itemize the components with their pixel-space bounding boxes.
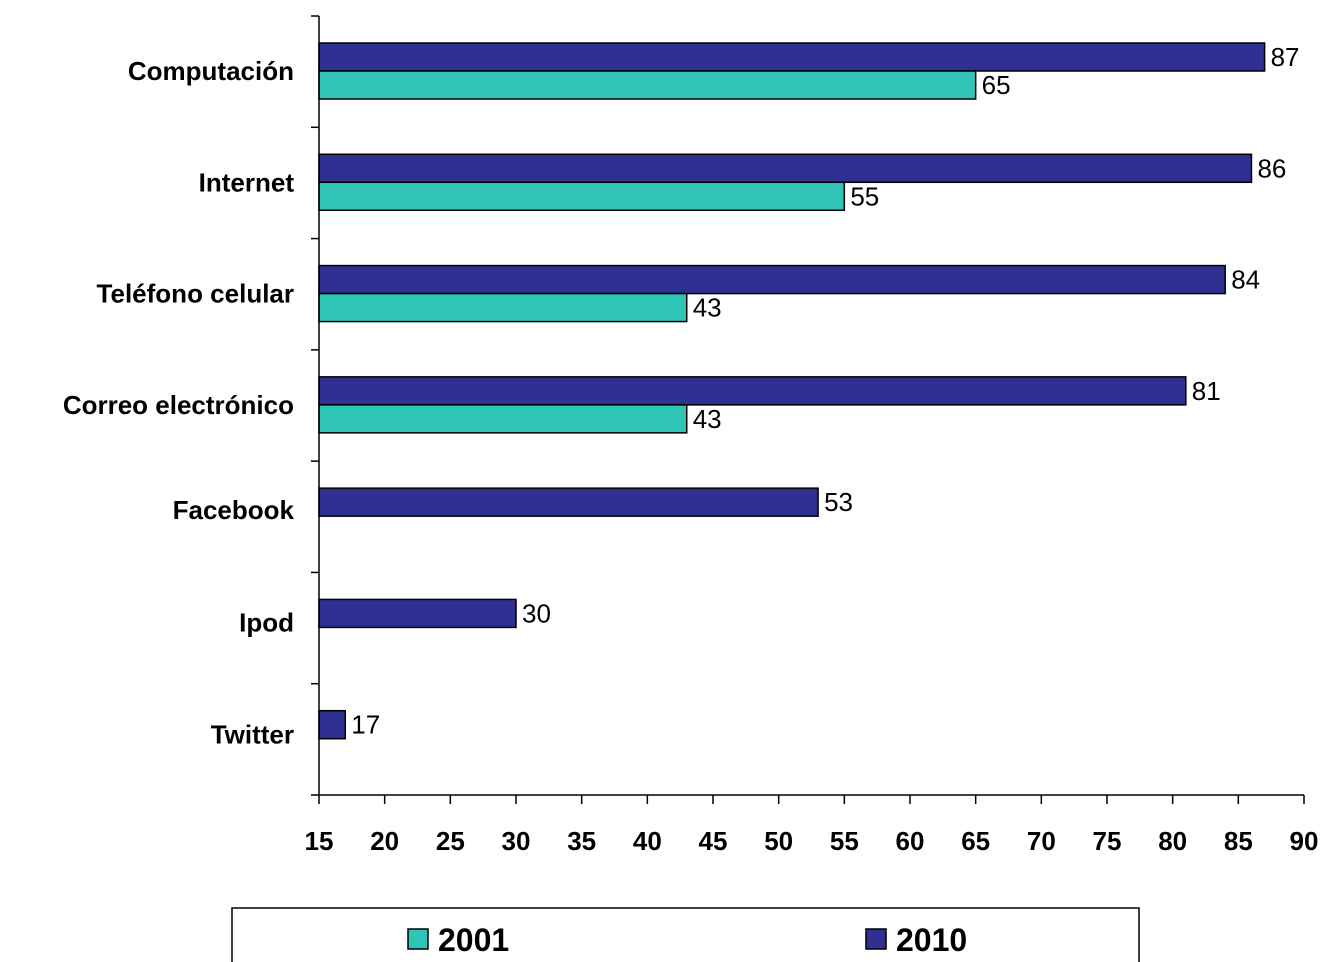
legend-label-2001: 2001 bbox=[438, 922, 509, 958]
bar-2010-twitter bbox=[318, 709, 347, 740]
category-label-ipod: Ipod bbox=[239, 607, 294, 637]
x-tick-label-85: 85 bbox=[1224, 826, 1253, 856]
bar-2010-internet bbox=[318, 153, 1253, 184]
category-label-internet: Internet bbox=[199, 167, 295, 197]
data-label-2010-facebook: 53 bbox=[824, 487, 853, 517]
bar-2001-correo-electronico bbox=[318, 404, 688, 434]
category-label-twitter: Twitter bbox=[211, 720, 294, 750]
x-tick-label-75: 75 bbox=[1093, 826, 1122, 856]
x-tick-label-90: 90 bbox=[1290, 826, 1319, 856]
x-tick-label-15: 15 bbox=[305, 826, 334, 856]
data-label-2001-computacion: 65 bbox=[982, 70, 1011, 100]
bar-2001-telefono-celular bbox=[318, 292, 688, 323]
category-labels-layer: Computación Internet Teléfono celular Corre… bbox=[63, 56, 295, 750]
x-tick-label-25: 25 bbox=[436, 826, 465, 856]
data-label-2010-twitter: 17 bbox=[351, 710, 380, 740]
x-tick-label-55: 55 bbox=[830, 826, 859, 856]
data-label-2001-telefono-celular: 43 bbox=[693, 293, 722, 323]
x-tick-label-40: 40 bbox=[633, 826, 662, 856]
bar-2010-computacion bbox=[318, 42, 1266, 72]
bar-2001-computacion bbox=[318, 70, 977, 100]
bar-2010-telefono-celular bbox=[318, 264, 1226, 295]
legend-box bbox=[231, 907, 1140, 962]
x-tick-label-30: 30 bbox=[502, 826, 531, 856]
axes-layer: 15 20 25 30 35 40 45 50 55 60 65 70 75 80 85 90 bbox=[305, 15, 1319, 856]
data-labels-layer: 87 65 86 55 84 43 81 43 53 30 17 bbox=[351, 42, 1299, 740]
x-tick-label-60: 60 bbox=[896, 826, 925, 856]
x-tick-label-80: 80 bbox=[1158, 826, 1187, 856]
legend-swatch-2001 bbox=[407, 928, 429, 950]
x-tick-label-65: 65 bbox=[961, 826, 990, 856]
legend-label-2010: 2010 bbox=[896, 922, 967, 958]
data-label-2010-ipod: 30 bbox=[522, 598, 551, 628]
category-label-computacion: Computación bbox=[128, 56, 294, 86]
category-label-telefono-celular: Teléfono celular bbox=[97, 279, 294, 309]
x-tick-label-70: 70 bbox=[1027, 826, 1056, 856]
x-tick-label-45: 45 bbox=[699, 826, 728, 856]
data-label-2010-computacion: 87 bbox=[1271, 42, 1300, 72]
category-label-correo-electronico: Correo electrónico bbox=[63, 390, 294, 420]
bars-layer bbox=[318, 42, 1266, 740]
bar-2010-ipod bbox=[318, 598, 517, 629]
legend: 2001 2010 bbox=[231, 907, 1140, 962]
x-tick-label-35: 35 bbox=[567, 826, 596, 856]
data-label-2001-internet: 55 bbox=[850, 181, 879, 211]
data-label-2001-correo-electronico: 43 bbox=[693, 404, 722, 434]
bar-2010-correo-electronico bbox=[318, 376, 1187, 406]
category-label-facebook: Facebook bbox=[173, 495, 295, 525]
x-tick-label-50: 50 bbox=[764, 826, 793, 856]
legend-swatch-2010 bbox=[865, 928, 887, 950]
data-label-2010-telefono-celular: 84 bbox=[1231, 265, 1260, 295]
x-tick-label-20: 20 bbox=[370, 826, 399, 856]
data-label-2010-correo-electronico: 81 bbox=[1192, 376, 1221, 406]
bar-2001-internet bbox=[318, 181, 846, 212]
data-label-2010-internet: 86 bbox=[1257, 153, 1286, 183]
bar-2010-facebook bbox=[318, 487, 819, 517]
